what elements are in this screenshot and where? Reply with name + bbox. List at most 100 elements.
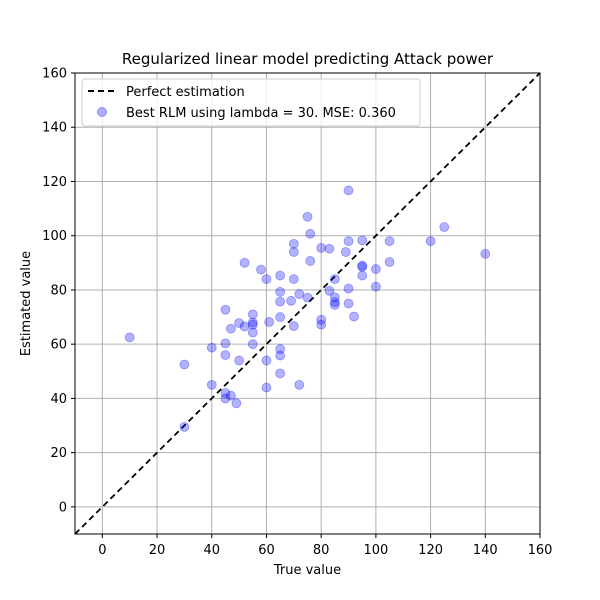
scatter-point [247, 309, 258, 320]
scatter-point [275, 350, 286, 361]
x-tick-label: 0 [98, 543, 106, 558]
x-tick-label: 80 [313, 543, 330, 558]
scatter-point [247, 317, 258, 328]
scatter-point [261, 382, 272, 393]
plot-frame [74, 72, 541, 535]
scatter-point [234, 318, 245, 328]
scatter-point [316, 314, 327, 325]
scatter-point [302, 211, 313, 222]
scatter-point [256, 264, 266, 275]
scatter-point [239, 257, 250, 268]
scatter-point [261, 355, 272, 366]
scatter-point [239, 321, 250, 332]
scatter-point [329, 299, 340, 310]
y-tick-label: 60 [50, 338, 67, 353]
scatter-point [275, 296, 286, 307]
scatter-point [316, 243, 327, 253]
y-tick-label: 80 [50, 283, 67, 298]
scatter-point [275, 344, 286, 354]
scatter-point [357, 235, 368, 246]
legend: Perfect estimation Best RLM using lambda… [81, 78, 421, 127]
scatter-point [384, 236, 395, 247]
scatter-point [288, 274, 299, 284]
scatter-point [343, 298, 354, 309]
scatter-point [288, 238, 299, 249]
scatter-point [329, 297, 340, 308]
scatter-point [234, 355, 245, 366]
scatter-point [220, 338, 231, 349]
scatter-point [275, 270, 286, 281]
x-tick-label: 40 [203, 543, 220, 558]
y-tick-label: 20 [50, 446, 67, 461]
scatter-point [343, 283, 354, 294]
scatter-point [370, 264, 381, 274]
scatter-point [343, 185, 354, 196]
scatter-point [329, 274, 340, 284]
ticks: 0 20 40 60 80 100 120 140 160 0 20 40 60 80 100 120 140 1… [42, 67, 552, 559]
scatter-point [286, 295, 296, 306]
legend-marker-swatch [97, 107, 107, 117]
legend-label-perfect: Perfect estimation [126, 85, 245, 100]
y-tick-label: 120 [42, 175, 67, 190]
x-tick-label: 100 [363, 543, 388, 558]
y-tick-label: 140 [42, 121, 67, 136]
scatter-point [247, 319, 258, 330]
scatter-point [439, 222, 450, 232]
scatter-point [305, 256, 316, 266]
scatter-point [261, 274, 272, 284]
scatter-point [275, 286, 286, 297]
y-tick-label: 40 [50, 392, 67, 407]
scatter-point [294, 289, 305, 299]
scatter-point [220, 393, 231, 404]
scatter-point [302, 292, 313, 303]
scatter-point [275, 368, 286, 379]
scatter-point [425, 236, 436, 247]
scatter-point [179, 359, 190, 370]
scatter-point [357, 260, 368, 271]
legend-label-rlm: Best RLM using lambda = 30. MSE: 0.360 [126, 106, 396, 121]
scatter-point [288, 321, 299, 331]
scatter-point [288, 247, 299, 257]
scatter-point [231, 398, 242, 409]
scatter-point [349, 311, 359, 322]
scatter-point [247, 339, 258, 350]
y-tick-label: 0 [59, 500, 67, 515]
chart-title: Regularized linear model predicting Atta… [122, 50, 494, 68]
scatter-point [316, 319, 327, 330]
scatter-point [206, 379, 217, 390]
scatter-point [226, 390, 236, 401]
scatter-point [480, 248, 491, 259]
x-tick-label: 160 [528, 543, 553, 558]
scatter-point [370, 281, 381, 292]
scatter-point [124, 332, 135, 343]
scatter-point [179, 421, 190, 432]
scatter-point [324, 285, 335, 296]
points-layer [124, 185, 491, 432]
scatter-point [357, 270, 368, 281]
x-axis-label: True value [273, 563, 341, 578]
scatter-point [206, 342, 217, 353]
scatter-point [264, 317, 275, 327]
y-tick-label: 100 [42, 229, 67, 244]
scatter-point [220, 388, 231, 398]
x-tick-label: 20 [149, 543, 166, 558]
scatter-point [305, 228, 316, 239]
x-tick-label: 60 [258, 543, 275, 558]
perfect-estimation-line [74, 72, 541, 535]
scatter-point [384, 257, 395, 267]
x-tick-label: 120 [418, 543, 443, 558]
scatter-point [324, 243, 335, 254]
scatter-point [226, 323, 236, 334]
y-tick-label: 160 [42, 67, 67, 82]
scatter-point [340, 247, 351, 257]
legend-box [81, 78, 421, 127]
scatter-point [220, 350, 231, 360]
scatter-point [329, 292, 340, 303]
scatter-point [247, 327, 258, 338]
scatter-point [357, 261, 368, 272]
y-axis-label: Estimated value [19, 251, 34, 356]
x-tick-label: 140 [473, 543, 498, 558]
scatter-point [220, 304, 231, 315]
scatter-point [343, 236, 354, 247]
